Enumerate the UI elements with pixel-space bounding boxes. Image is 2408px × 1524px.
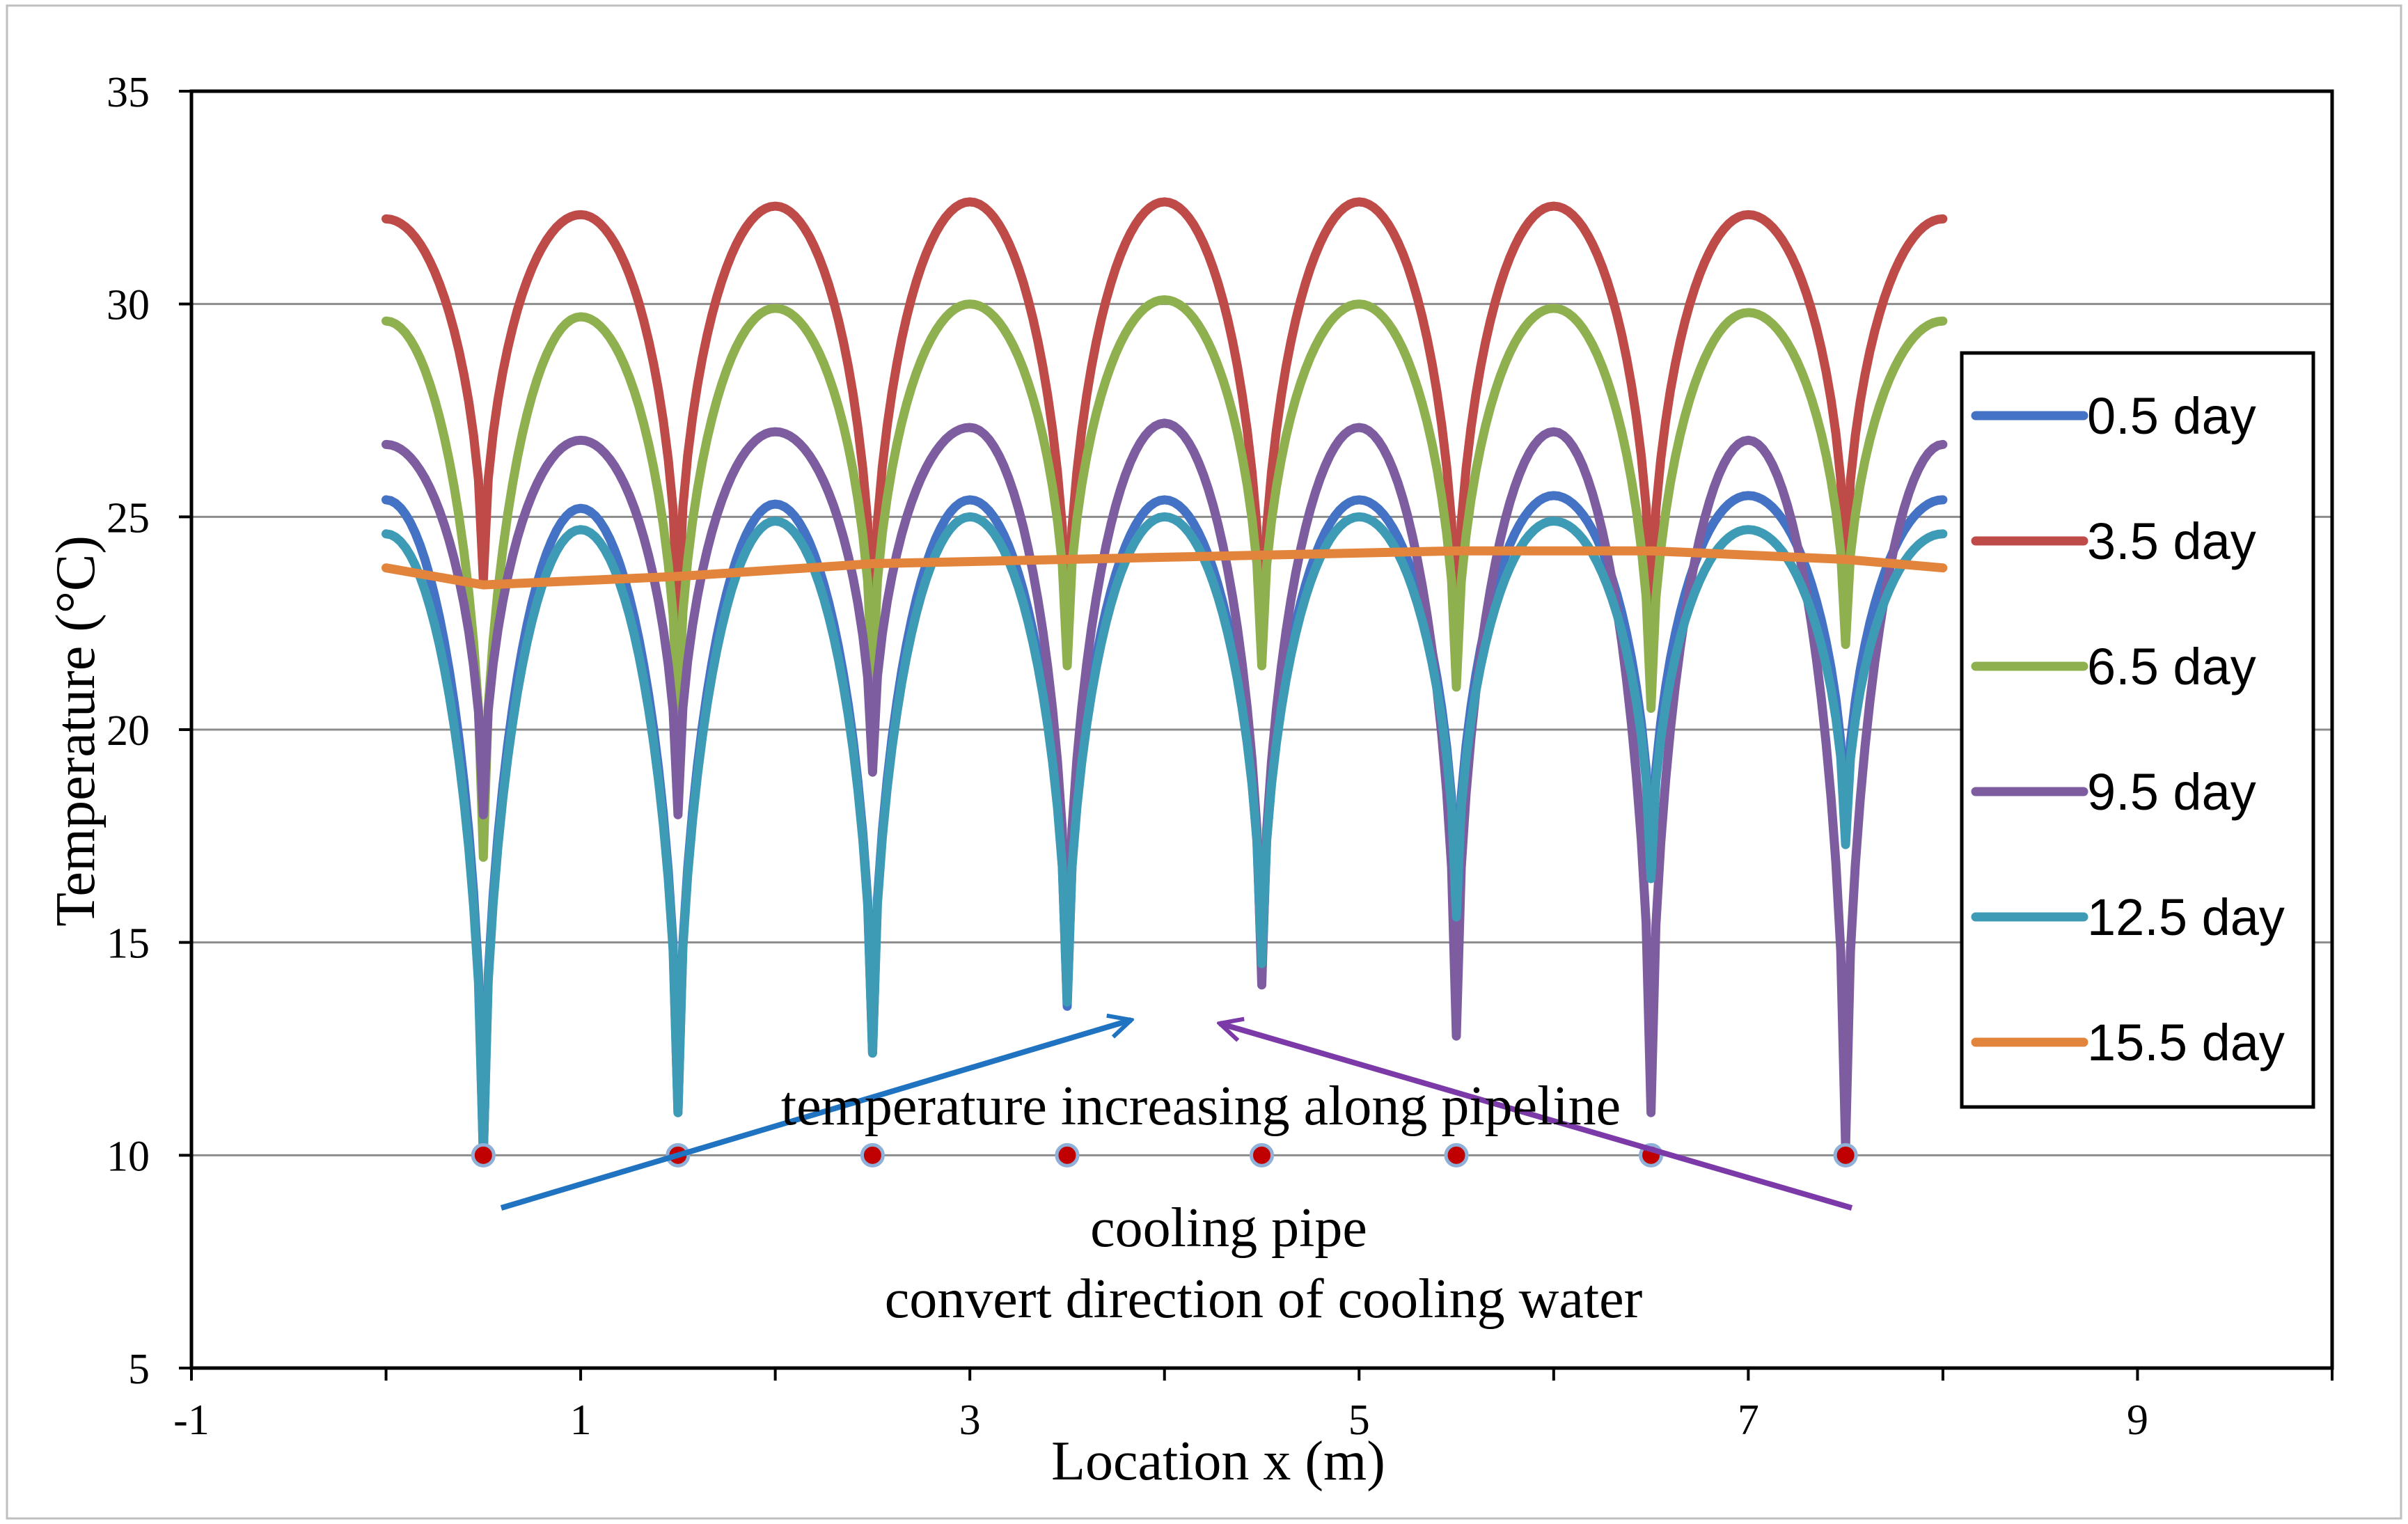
arrow-right bbox=[1220, 1023, 1853, 1211]
annotation-text: temperature increasing along pipeline bbox=[781, 1076, 1621, 1137]
legend-label: 15.5 day bbox=[2087, 1014, 2285, 1071]
legend-box bbox=[1960, 351, 2315, 1109]
legend-label: 6.5 day bbox=[2087, 638, 2256, 696]
x-axis-label: Location x (m) bbox=[1051, 1431, 1385, 1492]
x-tick-label: 5 bbox=[1348, 1397, 1370, 1444]
pipe-marker bbox=[1833, 1142, 1858, 1168]
pipe-marker bbox=[1055, 1142, 1080, 1168]
pipe-marker bbox=[1250, 1142, 1274, 1168]
x-tick-label: 1 bbox=[570, 1397, 592, 1444]
arrow-left bbox=[500, 1020, 1131, 1211]
y-tick-label: 30 bbox=[107, 282, 150, 329]
y-tick-label: 20 bbox=[107, 707, 150, 755]
legend-label: 3.5 day bbox=[2087, 512, 2256, 570]
legend-label: 9.5 day bbox=[2087, 763, 2256, 821]
series-line-15-5-day bbox=[381, 546, 1948, 590]
annotation-text: convert direction of cooling water bbox=[885, 1268, 1642, 1330]
x-tick-label: 9 bbox=[2127, 1397, 2148, 1444]
y-tick-label: 5 bbox=[128, 1346, 150, 1393]
y-tick-label: 10 bbox=[107, 1133, 150, 1180]
series-line-3-5-day bbox=[381, 197, 1948, 658]
y-tick-label: 35 bbox=[107, 69, 150, 116]
x-tick-label: -1 bbox=[173, 1397, 210, 1444]
series-line-6-5-day bbox=[381, 295, 1948, 862]
y-tick-label: 15 bbox=[107, 920, 150, 968]
x-tick-label: 3 bbox=[959, 1397, 981, 1444]
annotation-text: cooling pipe bbox=[1090, 1197, 1367, 1259]
x-tick-label: 7 bbox=[1738, 1397, 1759, 1444]
pipe-marker bbox=[1444, 1142, 1469, 1168]
series-line-12-5-day bbox=[381, 512, 1948, 1160]
legend-label: 0.5 day bbox=[2087, 387, 2256, 445]
y-axis-label: Temperature (°C) bbox=[45, 535, 107, 927]
legend-label: 12.5 day bbox=[2087, 888, 2285, 946]
pipe-marker bbox=[471, 1142, 496, 1168]
pipe-marker bbox=[860, 1142, 885, 1168]
y-tick-label: 25 bbox=[107, 494, 150, 542]
